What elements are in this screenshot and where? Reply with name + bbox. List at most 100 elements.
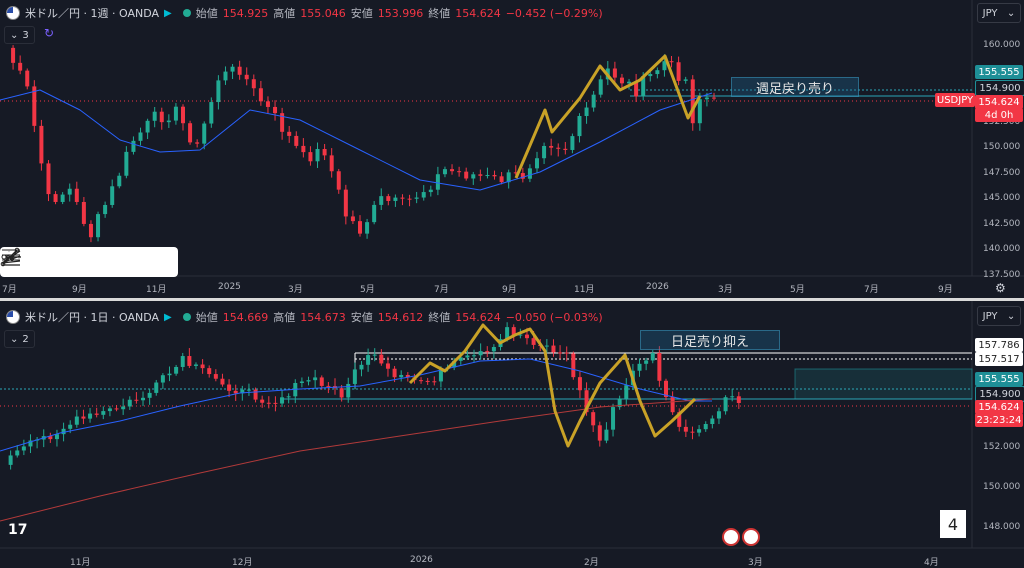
price-tag-155555: 155.555	[975, 65, 1023, 79]
time-tick-label: 9月	[502, 285, 517, 295]
candle-body	[174, 366, 179, 374]
candle-body	[662, 61, 667, 71]
candle-body	[209, 102, 214, 124]
candle-body	[710, 418, 715, 425]
daily-chart-canvas[interactable]	[0, 301, 1024, 568]
open-label: 始値	[195, 311, 218, 324]
time-tick-label: 7月	[434, 285, 449, 295]
candle-body	[549, 145, 554, 148]
low-label: 安値	[350, 311, 373, 324]
candle-body	[359, 364, 364, 370]
candle-body	[54, 434, 59, 440]
time-tick-label: 11月	[146, 285, 167, 295]
candle-body	[570, 136, 575, 150]
candle-body	[669, 61, 674, 63]
time-tick-label: 11月	[70, 558, 91, 568]
candle-body	[220, 378, 225, 385]
time-tick-label: 5月	[360, 285, 375, 295]
candle-body	[400, 197, 405, 199]
candle-body	[180, 356, 185, 367]
candle-body	[591, 412, 596, 426]
time-tick-label: 7月	[2, 285, 17, 295]
candle-body	[386, 196, 391, 201]
candle-body	[11, 47, 16, 63]
weekly-symbol[interactable]: 米ドル／円 · 1週 · OANDA	[25, 7, 159, 20]
usd-event-icon[interactable]	[722, 528, 740, 546]
candle-body	[584, 107, 589, 117]
candle-body	[511, 327, 516, 336]
pane-divider[interactable]	[0, 298, 1024, 301]
candle-body	[74, 416, 79, 425]
candle-body	[644, 360, 649, 364]
candle-body	[664, 380, 668, 398]
candle-body	[442, 169, 447, 175]
price-tick-label: 148.000	[983, 522, 1021, 532]
candle-body	[648, 74, 653, 77]
weekly-sell-annotation[interactable]: 週足戻り売り	[731, 77, 859, 97]
candle-body	[124, 151, 129, 176]
candle-body	[227, 384, 232, 391]
candle-body	[48, 436, 53, 440]
candle-body	[329, 155, 334, 172]
weekly-currency-select[interactable]: JPY ⌄	[977, 3, 1021, 23]
candle-body	[505, 327, 510, 340]
horizontal-ray-icon[interactable]	[1, 250, 145, 274]
change-value: −0.452 (−0.29%)	[505, 6, 603, 20]
close-label: 終値	[428, 311, 451, 324]
candle-body	[251, 79, 256, 89]
candle-body	[18, 62, 23, 71]
candle-body	[346, 383, 351, 398]
daily-sell-annotation[interactable]: 日足売り抑え	[640, 330, 780, 350]
bar-countdown: 4d 0h	[975, 108, 1023, 122]
candle-body	[280, 397, 285, 404]
refresh-icon[interactable]: ↻	[44, 26, 55, 40]
candle-body	[32, 86, 37, 126]
candle-body	[152, 111, 157, 121]
candle-body	[154, 382, 159, 393]
daily-currency-select[interactable]: JPY ⌄	[977, 306, 1021, 326]
bar-countdown: 23:23:24	[975, 413, 1023, 427]
zigzag-path	[514, 54, 702, 179]
event-markers[interactable]	[722, 528, 760, 546]
candle-body	[60, 194, 65, 202]
weekly-chart-pane[interactable]: 米ドル／円 · 1週 · OANDA ▶ 始値 154.925 高値 155.046…	[0, 0, 1024, 298]
weekly-indicator-toggle[interactable]: ⌄ 3	[4, 26, 35, 44]
candle-body	[458, 357, 463, 361]
time-tick-label: 2025	[218, 282, 241, 292]
candle-body	[414, 197, 419, 199]
close-value: 154.624	[455, 6, 501, 20]
candle-body	[421, 192, 426, 198]
close-value: 154.624	[455, 310, 501, 324]
fib-fan-icon[interactable]	[1, 250, 111, 274]
usd-flag-icon	[6, 310, 20, 324]
daily-indicator-toggle[interactable]: ⌄ 2	[4, 330, 35, 348]
gear-icon[interactable]: ⚙	[995, 281, 1006, 295]
weekly-chart-canvas[interactable]	[0, 0, 1024, 298]
candle-body	[535, 158, 539, 169]
flag-marker-icon[interactable]: ▶	[164, 311, 172, 323]
flag-marker-icon[interactable]: ▶	[164, 7, 172, 19]
candle-body	[286, 396, 291, 398]
candle-body	[564, 352, 569, 354]
daily-symbol[interactable]: 米ドル／円 · 1日 · OANDA	[25, 311, 159, 324]
candle-body	[551, 345, 556, 353]
candle-body	[301, 145, 306, 153]
candle-body	[492, 175, 497, 177]
chart-bg	[0, 301, 972, 548]
candle-body	[612, 68, 617, 78]
candle-body	[25, 70, 30, 87]
usd-event-icon[interactable]	[742, 528, 760, 546]
daily-chart-pane[interactable]: 米ドル／円 · 1日 · OANDA ▶ 始値 154.669 高値 154.673…	[0, 301, 1024, 568]
candle-body	[193, 364, 198, 366]
path-tool-icon[interactable]	[2, 249, 78, 274]
candle-body	[563, 148, 568, 150]
candle-body	[166, 120, 171, 123]
ma-line	[0, 358, 712, 452]
fib-retracement-icon[interactable]	[2, 249, 178, 274]
candle-body	[322, 149, 327, 156]
candle-body	[627, 81, 632, 84]
indicator-count: 2	[22, 333, 29, 345]
candle-body	[96, 214, 101, 238]
candle-body	[379, 354, 384, 364]
candle-body	[46, 163, 51, 195]
